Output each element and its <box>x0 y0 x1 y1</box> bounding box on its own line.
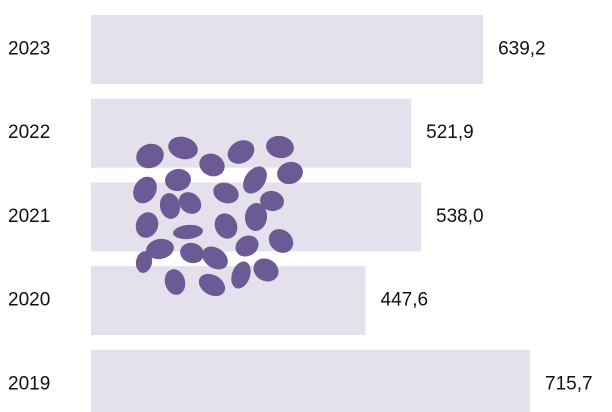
bar <box>91 349 531 412</box>
value-label: 447,6 <box>381 290 429 311</box>
category-label: 2022 <box>8 122 50 143</box>
value-label: 521,9 <box>426 122 474 143</box>
bar <box>91 266 366 336</box>
category-label: 2019 <box>8 373 50 394</box>
bar <box>91 15 484 84</box>
pebble-illustration <box>133 135 303 297</box>
value-label: 715,7 <box>545 373 593 394</box>
bars <box>91 15 531 412</box>
category-label: 2020 <box>8 290 50 311</box>
value-label: 639,2 <box>498 39 546 60</box>
category-label: 2021 <box>8 206 50 227</box>
value-label: 538,0 <box>436 206 484 227</box>
category-label: 2023 <box>8 39 50 60</box>
